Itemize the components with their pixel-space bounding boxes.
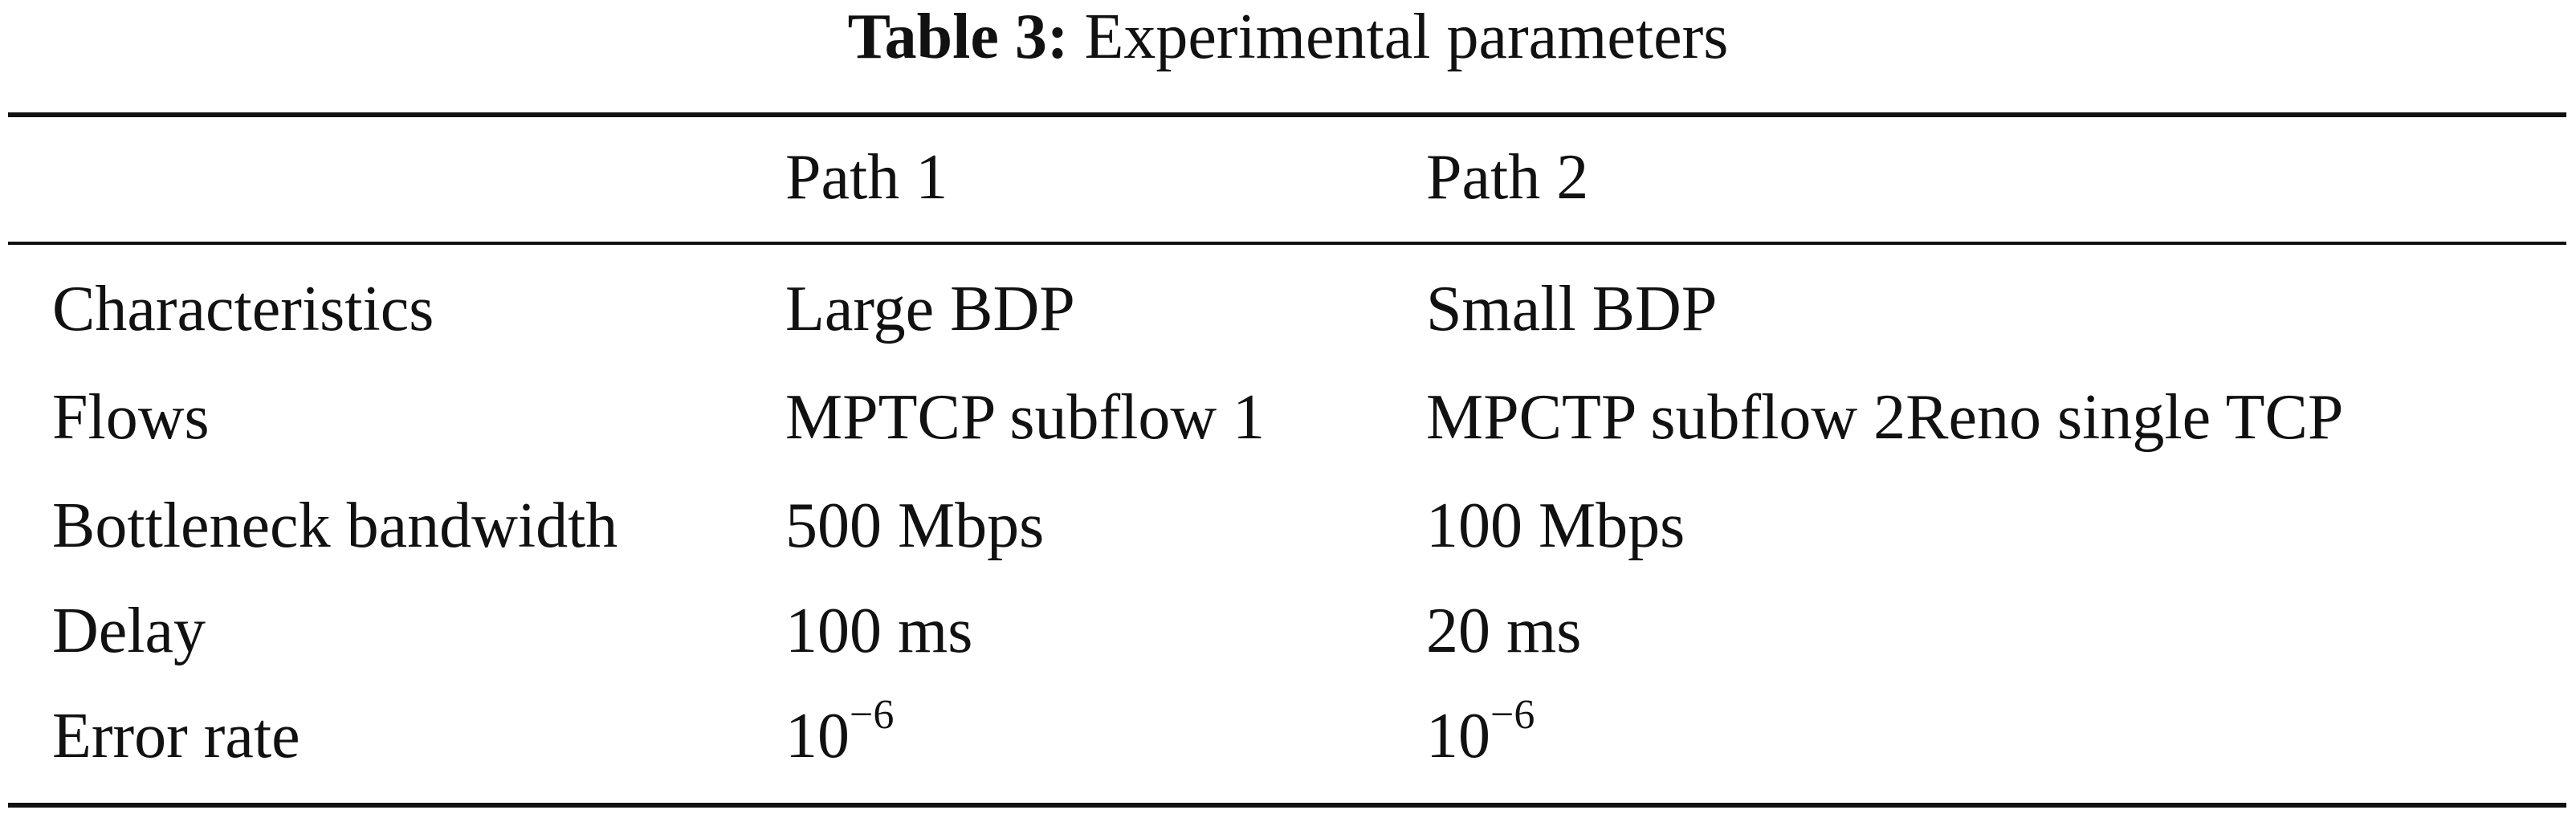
header-cell: Path 2 xyxy=(1426,142,1589,213)
exponent: −6 xyxy=(1490,692,1535,738)
caption-label: Table 3: xyxy=(847,2,1069,72)
table-cell: 10−6 xyxy=(1426,694,1535,776)
top-rule xyxy=(8,112,2566,117)
table-cell: Characteristics xyxy=(52,274,434,344)
base: 10 xyxy=(785,701,850,771)
table-cell: 100 Mbps xyxy=(1426,490,1685,561)
table-cell: Delay xyxy=(52,596,206,666)
table-cell: 20 ms xyxy=(1426,596,1582,666)
caption: Table 3: Experimental parameters xyxy=(0,0,2576,74)
table-cell: 500 Mbps xyxy=(785,490,1045,561)
table-cell: Small BDP xyxy=(1426,274,1718,344)
table-cell: 10−6 xyxy=(785,694,894,776)
table-cell: Bottleneck bandwidth xyxy=(52,490,618,561)
header-cell: Path 1 xyxy=(785,142,948,213)
bottom-rule xyxy=(8,803,2566,808)
mid-rule xyxy=(8,242,2566,245)
table-cell: 100 ms xyxy=(785,596,973,666)
caption-text: Experimental parameters xyxy=(1084,2,1729,72)
exponent: −6 xyxy=(850,692,895,738)
table-cell: MPCTP subflow 2Reno single TCP xyxy=(1426,382,2344,453)
table-cell: MPTCP subflow 1 xyxy=(785,382,1266,453)
table-cell: Error rate xyxy=(52,701,300,771)
table-cell: Large BDP xyxy=(785,274,1075,344)
table-cell: Flows xyxy=(52,382,210,453)
base: 10 xyxy=(1426,701,1490,771)
